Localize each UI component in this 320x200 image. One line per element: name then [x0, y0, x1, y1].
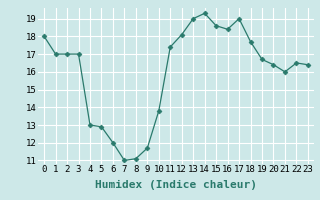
X-axis label: Humidex (Indice chaleur): Humidex (Indice chaleur): [95, 180, 257, 190]
